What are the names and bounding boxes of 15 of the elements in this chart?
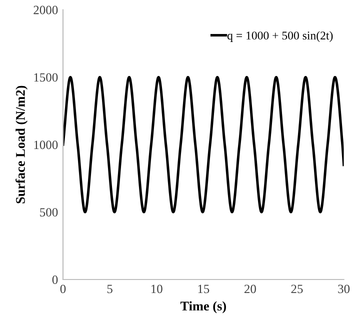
x-tick-label: 15 xyxy=(198,284,210,294)
y-axis-title: Surface Load (N/m2) xyxy=(15,86,28,204)
x-tick-label: 5 xyxy=(107,284,112,294)
y-tick-label: 1000 xyxy=(34,140,58,150)
y-tick-label: 1500 xyxy=(34,73,58,82)
x-axis-title: Time (s) xyxy=(180,301,226,314)
legend-label: q = 1000 + 500 sin(2t) xyxy=(227,31,333,42)
x-tick-label: 20 xyxy=(244,284,256,294)
x-tick-label: 25 xyxy=(291,284,303,294)
y-tick-label: 500 xyxy=(40,208,58,217)
y-tick-label: 0 xyxy=(52,276,58,284)
x-tick-label: 30 xyxy=(338,284,350,294)
x-tick-label: 0 xyxy=(60,284,66,294)
x-tick-label: 10 xyxy=(151,284,162,294)
y-tick-label: 2000 xyxy=(34,6,58,14)
